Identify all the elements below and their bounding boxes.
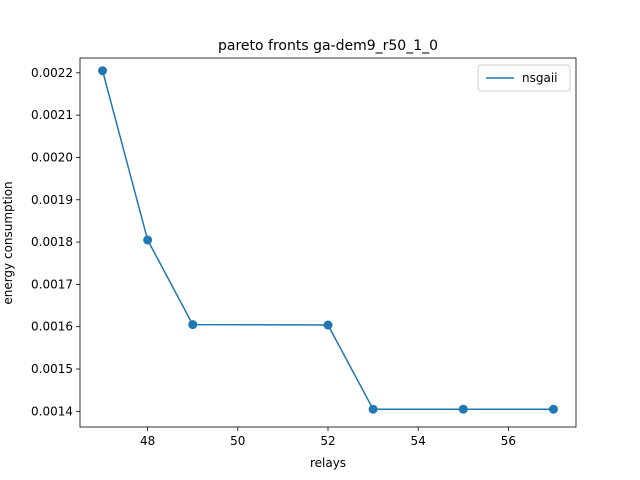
y-tick-label: 0.0017: [31, 277, 73, 291]
y-tick-label: 0.0022: [31, 66, 73, 80]
data-point: [458, 404, 468, 414]
plot-area: 48 50 52 54 56 0.0014 0.0015 0.0016 0.0017 0.0018…: [31, 57, 577, 448]
x-tick-label: 50: [230, 434, 245, 448]
y-axis-label: energy consumption: [1, 181, 15, 304]
x-tick-label: 54: [411, 434, 426, 448]
y-tick-label: 0.0015: [31, 362, 73, 376]
data-point: [548, 404, 558, 414]
y-tick-label: 0.0018: [31, 235, 73, 249]
legend-label: nsgaii: [522, 71, 558, 85]
y-tick-label: 0.0016: [31, 320, 73, 334]
legend: nsgaii: [477, 64, 571, 92]
x-tick-label: 56: [501, 434, 516, 448]
y-tick-label: 0.0021: [31, 108, 73, 122]
x-tick-label: 52: [320, 434, 335, 448]
legend-box: [477, 64, 571, 92]
data-point: [368, 404, 378, 414]
x-tick-label: 48: [140, 434, 155, 448]
chart-title: pareto fronts ga-dem9_r50_1_0: [218, 38, 438, 54]
y-tick-label: 0.0014: [31, 404, 73, 418]
x-axis-label: relays: [310, 456, 346, 470]
data-point: [98, 66, 108, 76]
data-point: [143, 235, 153, 245]
data-point: [188, 320, 198, 330]
y-tick-label: 0.0020: [31, 150, 73, 164]
y-tick-label: 0.0019: [31, 193, 73, 207]
data-point: [323, 320, 333, 330]
